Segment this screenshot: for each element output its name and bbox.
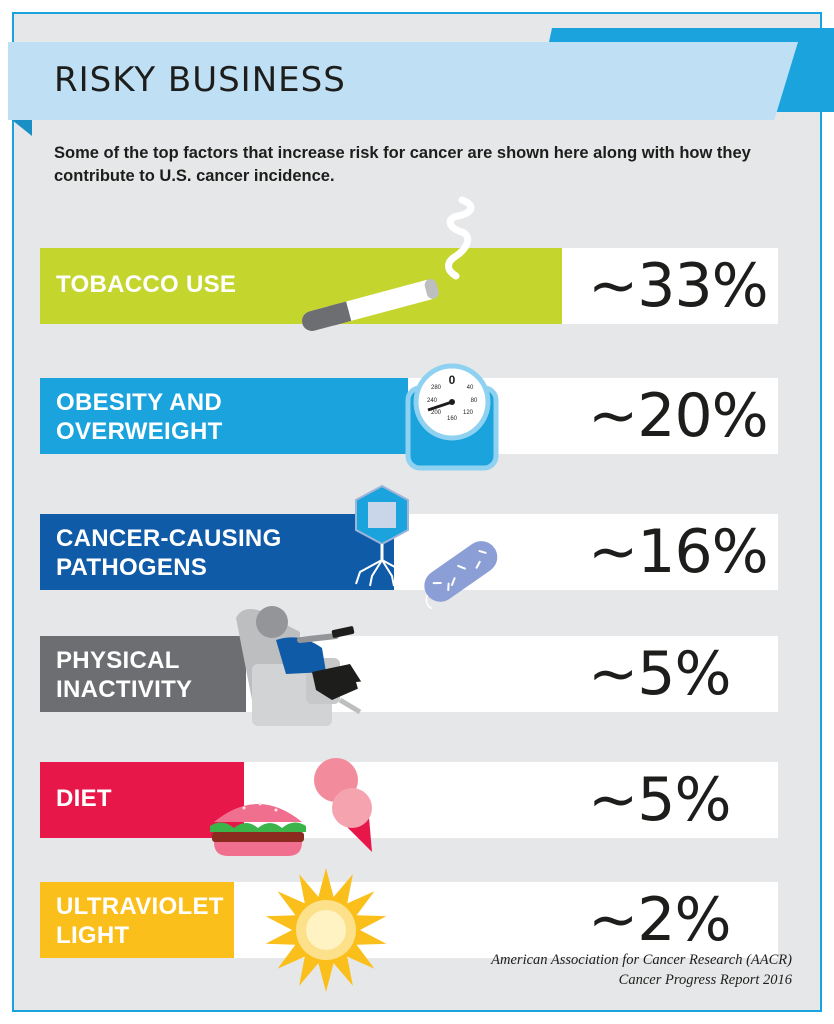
page-title: RISKY BUSINESS [54,60,346,100]
factor-label: DIET [56,785,112,812]
factor-row: DIET ~5% [40,762,778,838]
source-line-2: Cancer Progress Report 2016 [618,972,792,988]
factor-row: PHYSICAL INACTIVITY ~5% [40,636,778,712]
factor-label: ULTRAVIOLET LIGHT [56,893,224,949]
source-citation: American Association for Cancer Research… [491,950,792,990]
factor-value: ~20% [588,381,769,451]
factor-row: CANCER-CAUSING PATHOGENS ~16% [40,514,778,590]
factor-value: ~33% [588,251,769,321]
factor-label: TOBACCO USE [56,271,237,298]
source-line-1: American Association for Cancer Research… [491,952,792,968]
factor-label: CANCER-CAUSING PATHOGENS [56,525,282,581]
factor-bar: DIET [40,762,244,838]
title-banner [8,42,798,120]
factor-bar: ULTRAVIOLET LIGHT [40,882,234,958]
factor-value: ~16% [588,517,769,587]
factor-label: PHYSICAL INACTIVITY [56,647,193,703]
factor-row: ULTRAVIOLET LIGHT ~2% [40,882,778,958]
factor-bar: OBESITY AND OVERWEIGHT [40,378,408,454]
factor-bar: CANCER-CAUSING PATHOGENS [40,514,394,590]
infographic-frame [12,12,822,1012]
factor-value: ~2% [588,885,731,955]
factor-bar: PHYSICAL INACTIVITY [40,636,246,712]
page-subtitle: Some of the top factors that increase ri… [54,144,751,185]
factor-value: ~5% [588,639,731,709]
factor-bar: TOBACCO USE [40,248,562,324]
factor-row: OBESITY AND OVERWEIGHT ~20% [40,378,778,454]
factor-value: ~5% [588,765,731,835]
factor-row: TOBACCO USE ~33% [40,248,778,324]
factor-label: OBESITY AND OVERWEIGHT [56,389,223,445]
